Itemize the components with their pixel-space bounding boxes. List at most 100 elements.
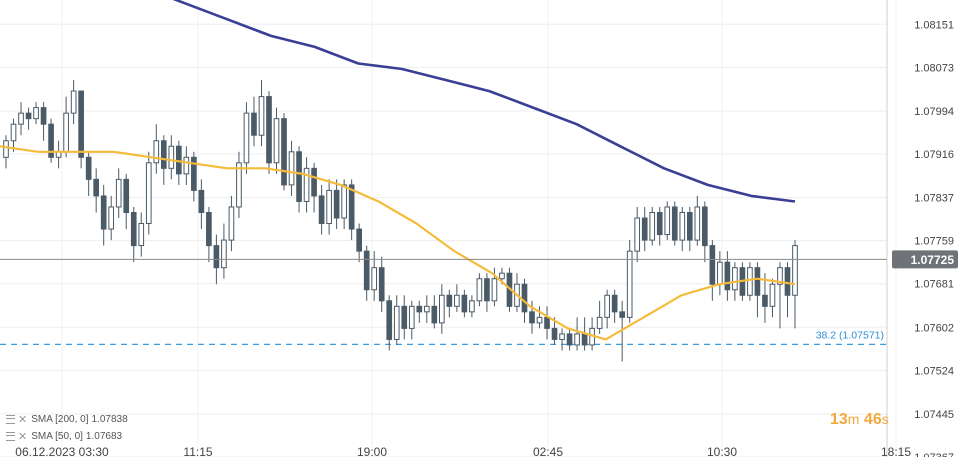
time-axis[interactable]: 06.12.2023 03:30 11:15 19:00 02:45 10:30 18:1… [15, 445, 911, 459]
price-tick-label: 1.07367 [914, 452, 954, 457]
candle-bullish [777, 267, 783, 285]
candle-bearish [198, 189, 205, 213]
price-badge-label: 1.07725 [911, 253, 955, 267]
candle-bullish [438, 294, 445, 324]
legend-sma-50[interactable]: ✕ SMA [50, 0] 1.07683 [6, 430, 122, 443]
time-tick-label: 02:45 [533, 445, 563, 457]
candle-bullish [491, 278, 498, 302]
time-tick-label: 10:30 [707, 445, 737, 457]
candle-bearish [566, 333, 573, 346]
sma-50-value: 1.07683 [85, 431, 123, 442]
candle-bearish [581, 333, 588, 346]
candle-bearish [123, 178, 130, 213]
price-tick-label: 1.07837 [914, 193, 954, 205]
candle-bearish [296, 151, 302, 202]
candle-bullish [3, 140, 9, 158]
candle-bearish [85, 156, 92, 180]
candle-bearish [318, 195, 325, 225]
candle-bullish [288, 151, 295, 186]
sma-200-value: 1.07838 [91, 414, 128, 425]
candle-bullish [153, 140, 160, 164]
countdown-minutes: 13 [830, 411, 848, 428]
candle-bullish [469, 300, 475, 313]
candle-bearish [25, 112, 32, 120]
candle-bearish [686, 211, 693, 241]
candle-bullish [145, 162, 152, 225]
fibonacci-level[interactable]: 38.2 (1.07571) [0, 329, 887, 346]
candle-bullish [559, 333, 565, 340]
sma-200-line [172, 0, 796, 203]
candle-bearish [363, 250, 370, 291]
sma-200-name: SMA [200, 0] [31, 414, 89, 425]
candle-bearish [521, 283, 528, 313]
candle-bullish [393, 305, 400, 340]
price-badge [892, 250, 958, 269]
countdown-minutes-unit: m [847, 411, 860, 427]
candle-bearish [93, 178, 100, 197]
current-price-line: 1.07725 [0, 250, 958, 269]
candle-bullish [664, 206, 671, 236]
candle-bearish [40, 107, 47, 125]
candle-bullish [717, 261, 723, 285]
candle-bearish [213, 245, 220, 269]
candle-bearish [544, 316, 550, 329]
close-icon[interactable]: ✕ [18, 431, 28, 443]
candle-bullish [596, 316, 603, 329]
candle-bullish [183, 156, 190, 175]
candle-bearish [386, 300, 393, 340]
candle-bearish [641, 217, 648, 241]
settings-icon[interactable] [6, 415, 15, 424]
candle-bullish [303, 167, 310, 202]
candle-bearish [333, 189, 340, 219]
candle-bullish [408, 305, 415, 329]
candle-bearish [754, 267, 761, 296]
candle-bearish [671, 206, 678, 241]
candle-bullish [747, 267, 753, 296]
candle-bullish [536, 316, 543, 324]
candle-bullish [679, 211, 686, 241]
candle-bearish [529, 311, 535, 324]
candle-bearish [281, 118, 287, 186]
candle-bearish [416, 305, 423, 313]
candle-bullish [499, 272, 505, 280]
candle-bullish [341, 184, 347, 219]
sma-50-line [0, 145, 796, 341]
candle-bearish [656, 211, 663, 236]
candle-bearish [762, 294, 768, 307]
candle-bullish [649, 211, 656, 241]
candle-bullish [604, 294, 610, 318]
candle-bearish [484, 278, 490, 302]
candle-bullish [138, 223, 145, 247]
price-tick-label: 1.07916 [914, 149, 954, 161]
candle-bullish [228, 206, 235, 241]
candle-bearish [709, 245, 716, 285]
candle-bearish [446, 294, 453, 307]
price-tick-label: 1.07759 [914, 236, 954, 248]
time-tick-label: 11:15 [183, 445, 212, 457]
close-icon[interactable]: ✕ [18, 414, 28, 426]
candle-bearish [461, 294, 468, 313]
candlestick-series [3, 80, 798, 362]
time-tick-label: 18:15 [881, 445, 911, 457]
candle-bearish [100, 195, 107, 230]
time-tick-label: 19:00 [357, 445, 387, 457]
settings-icon[interactable] [6, 432, 15, 441]
candle-bearish [311, 167, 317, 197]
price-axis[interactable]: 1.08151 1.08073 1.07994 1.07916 1.07837 1.077… [914, 19, 954, 462]
price-tick-label: 1.07681 [914, 279, 954, 291]
candle-bullish [626, 250, 633, 318]
candle-bearish [160, 140, 167, 169]
candle-bearish [266, 96, 272, 164]
candle-bullish [258, 96, 265, 136]
candle-bullish [454, 294, 460, 307]
countdown-seconds: 46 [863, 411, 882, 428]
candle-bullish [326, 189, 332, 225]
price-tick-label: 1.08073 [914, 62, 954, 74]
candle-bullish [243, 112, 250, 164]
sma-50-name: SMA [50, 0] [31, 431, 83, 442]
legend-sma-200[interactable]: ✕ SMA [200, 0] 1.07838 [6, 413, 128, 426]
candle-bearish [378, 267, 385, 302]
candle-bullish [694, 206, 701, 241]
